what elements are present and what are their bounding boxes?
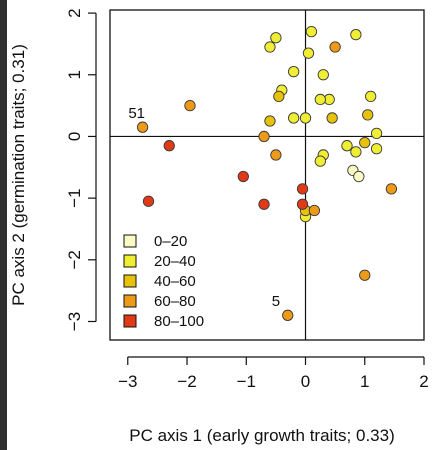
data-point — [184, 99, 196, 112]
x-tick-label: 0 — [301, 372, 310, 391]
plot-frame — [109, 9, 425, 341]
data-point — [370, 143, 383, 155]
legend-swatch — [123, 274, 137, 288]
data-point — [302, 47, 315, 59]
data-point — [385, 183, 398, 195]
legend-label: 60–80 — [154, 293, 196, 310]
data-point — [341, 140, 353, 152]
x-axis-title: PC axis 1 (early growth traits; 0.33) — [129, 426, 394, 445]
x-tick-label: −1 — [237, 372, 256, 391]
data-point — [264, 115, 276, 127]
data-point — [314, 93, 326, 106]
data-point — [326, 112, 338, 124]
data-point — [288, 66, 300, 78]
x-tick-label: −2 — [177, 372, 196, 391]
legend-swatch — [123, 234, 137, 248]
data-point — [317, 69, 329, 81]
data-point — [350, 29, 362, 41]
data-point — [365, 90, 377, 103]
data-point — [359, 136, 371, 149]
data-point — [314, 155, 326, 167]
data-point — [142, 195, 155, 207]
data-point — [237, 170, 249, 183]
point-annotation: 5 — [272, 293, 280, 310]
legend-swatch — [123, 294, 137, 308]
data-point — [136, 121, 149, 133]
x-tick-label: 1 — [360, 372, 369, 391]
data-point — [296, 183, 309, 195]
legend-swatch — [123, 314, 137, 328]
data-point — [362, 109, 374, 121]
x-tick-label: 2 — [419, 372, 428, 391]
data-point — [296, 198, 309, 210]
data-point — [258, 198, 270, 210]
y-tick-label: 0 — [65, 132, 84, 141]
data-point — [258, 130, 270, 143]
data-point — [353, 170, 365, 183]
legend-label: 80–100 — [154, 313, 204, 330]
y-tick-label: −1 — [65, 188, 84, 207]
window-edge — [0, 0, 7, 450]
legend-label: 0–20 — [154, 233, 187, 250]
data-point — [270, 32, 282, 44]
data-point — [288, 112, 300, 124]
data-point — [305, 25, 318, 38]
data-point — [350, 146, 362, 158]
data-point — [329, 41, 341, 53]
y-tick-label: 1 — [65, 70, 84, 79]
y-axis-title: PC axis 2 (germination traits; 0.31) — [9, 44, 28, 306]
data-point — [370, 127, 383, 140]
data-point — [282, 309, 294, 321]
legend-swatch — [123, 254, 137, 268]
data-point — [273, 90, 285, 103]
data-point — [264, 41, 276, 53]
data-point — [270, 149, 282, 161]
data-point — [163, 140, 175, 152]
point-annotation: 51 — [128, 105, 145, 122]
data-point — [299, 112, 312, 124]
legend-label: 20–40 — [154, 253, 196, 270]
data-point — [359, 269, 371, 281]
legend-label: 40–60 — [154, 273, 196, 290]
y-tick-label: −2 — [65, 250, 84, 269]
x-tick-label: −3 — [118, 372, 137, 391]
data-point — [308, 204, 321, 217]
y-tick-label: −3 — [65, 312, 84, 331]
y-tick-label: 2 — [65, 8, 84, 17]
